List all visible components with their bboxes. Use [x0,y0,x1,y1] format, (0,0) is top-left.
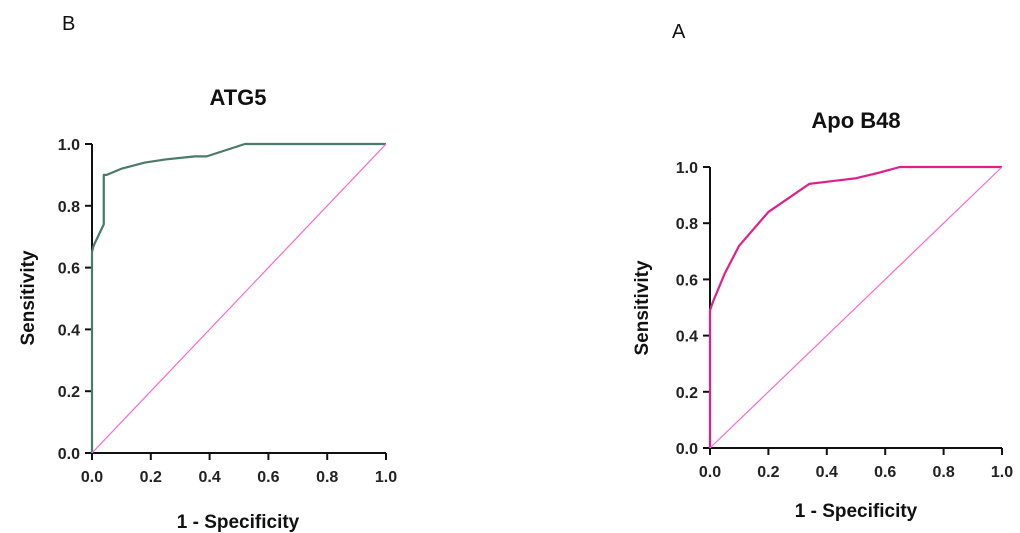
reference-line-atg5 [91,143,387,454]
y-axis-label-apob48: Sensitivity [632,260,653,355]
panel-letter-a: A [672,21,686,43]
x-tick-label-atg5-5: 1.0 [375,469,397,486]
x-tick-label-atg5-1: 0.2 [140,469,162,486]
y-tick-label-apob48-0: 0.0 [676,441,698,458]
plot-area-atg5: 0.0 0.2 0.4 0.6 0.8 1.0 0.0 0.2 0.4 0.6 0.8 1.0 [58,137,397,486]
x-tick-label-apob48-3: 0.6 [874,464,896,481]
y-tick-label-atg5-3: 0.6 [58,261,80,278]
panel-apob48: A Apo B48 1 - Specificity Sensitivity 0.… [632,21,1013,522]
y-tick-label-apob48-5: 1.0 [676,160,698,177]
y-tick-label-apob48-3: 0.6 [676,272,698,289]
x-tick-label-apob48-4: 0.8 [932,464,954,481]
x-tick-label-apob48-0: 0.0 [699,464,721,481]
y-tick-label-atg5-5: 1.0 [58,137,80,154]
plot-area-apob48: 0.0 0.2 0.4 0.6 0.8 1.0 0.0 0.2 0.4 0.6 0.8 1.0 [676,160,1013,481]
panel-letter-b: B [62,13,75,35]
x-tick-label-atg5-4: 0.8 [316,469,338,486]
x-tick-label-apob48-5: 1.0 [991,464,1013,481]
panel-atg5: B ATG5 1 - Specificity Sensitivity 0.00.… [18,13,397,533]
y-tick-label-atg5-1: 0.2 [58,384,80,401]
x-tick-label-atg5-0: 0.0 [81,469,103,486]
y-tick-label-atg5-2: 0.4 [58,322,80,339]
x-tick-label-apob48-2: 0.4 [816,464,838,481]
roc-curve-apob48 [708,165,1002,448]
x-tick-label-atg5-3: 0.6 [257,469,279,486]
x-tick-label-atg5-2: 0.4 [198,469,220,486]
chart-title-apob48: Apo B48 [811,108,900,133]
x-tick-label-apob48-1: 0.2 [757,464,779,481]
chart-title-atg5: ATG5 [209,85,266,110]
x-axis-label-apob48: 1 - Specificity [795,501,918,522]
y-tick-label-apob48-4: 0.8 [676,216,698,233]
reference-line-apob48 [709,166,1003,449]
y-axis-label-atg5: Sensitivity [18,250,39,345]
y-tick-label-apob48-2: 0.4 [676,329,698,346]
x-axis-label-atg5: 1 - Specificity [177,512,300,533]
roc-curve-atg5 [90,142,386,453]
y-tick-label-atg5-4: 0.8 [58,199,80,216]
y-tick-label-apob48-1: 0.2 [676,385,698,402]
y-tick-label-atg5-0: 0.0 [58,446,80,463]
